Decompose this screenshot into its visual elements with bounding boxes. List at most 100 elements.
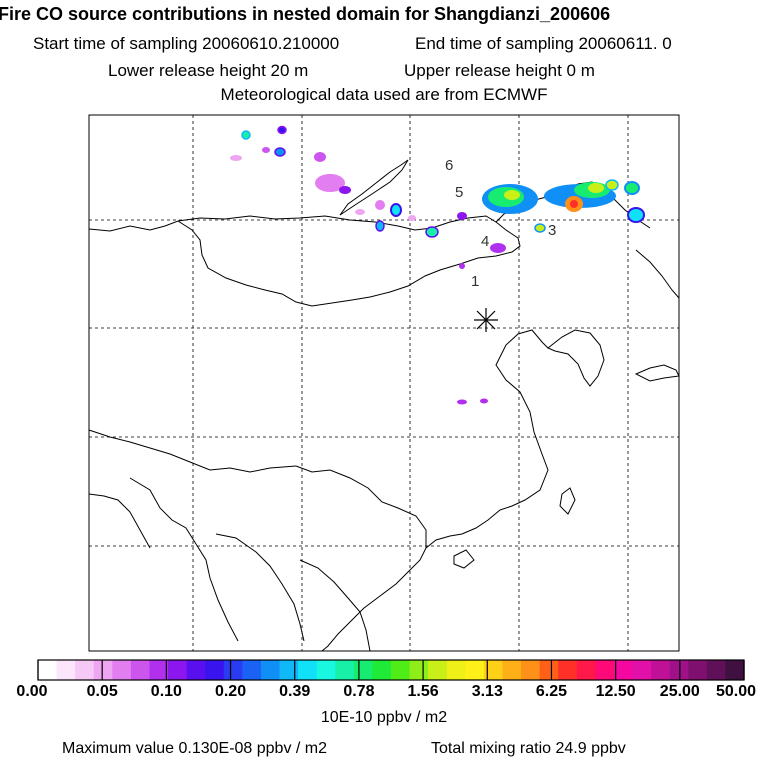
- south-china-coast: [425, 509, 501, 549]
- plume-northwest: [277, 125, 287, 135]
- region-label-1: 1: [471, 273, 479, 290]
- colorbar-cell: [391, 660, 411, 680]
- colorbar-cell: [223, 660, 243, 680]
- region-label-3: 3: [548, 222, 556, 239]
- bay-of-bengal: [88, 493, 151, 549]
- plume-northwest: [241, 130, 251, 140]
- plume-central: [425, 226, 439, 238]
- china-east-coast: [495, 344, 549, 511]
- colorbar-tick-label: 50.00: [715, 683, 757, 700]
- plume-central: [459, 263, 465, 269]
- lower-release-height: Lower release height 20 m: [108, 61, 309, 80]
- colorbar-cell: [409, 660, 429, 680]
- region-label-5: 5: [455, 184, 463, 201]
- fire-plumes: [230, 125, 645, 405]
- plume-northwest: [262, 147, 270, 153]
- vietnam-coast: [321, 547, 427, 652]
- plume-west: [390, 203, 402, 217]
- plume-east: [588, 183, 604, 193]
- colorbar-tick-label: 0.20: [214, 683, 247, 700]
- colorbar-unit: 10E-10 ppbv / m2: [320, 709, 448, 726]
- colorbar-cell: [298, 660, 318, 680]
- bangladesh-myanmar: [129, 477, 239, 642]
- plume-central: [490, 243, 506, 253]
- total-mixing-ratio: Total mixing ratio 24.9 ppbv: [431, 740, 626, 757]
- plume-central: [408, 215, 416, 221]
- mongolia-russia-border: [177, 215, 497, 231]
- colorbar-cell: [632, 660, 652, 680]
- colorbar-cell: [725, 660, 745, 680]
- colorbar-cells: [38, 660, 745, 680]
- plume-central: [457, 212, 467, 220]
- colorbar-cell: [56, 660, 76, 680]
- colorbar-cell: [521, 660, 541, 680]
- plume-east: [624, 181, 640, 195]
- colorbar-tick-label: 0.39: [279, 683, 311, 700]
- coastlines-borders: [88, 159, 680, 652]
- plume-east: [627, 207, 645, 223]
- south-china-border: [295, 465, 427, 548]
- plume-northwest: [274, 147, 286, 157]
- colorbar-cell: [149, 660, 169, 680]
- bohai-coast: [505, 329, 549, 349]
- colorbar-cell: [539, 660, 559, 680]
- plume-west: [355, 209, 365, 215]
- region-label-4: 4: [481, 233, 489, 250]
- colorbar-cell: [651, 660, 671, 680]
- hainan: [453, 549, 475, 569]
- colorbar-cell: [335, 660, 355, 680]
- colorbar-cell: [353, 660, 374, 680]
- myanmar-inland: [215, 533, 305, 642]
- colorbar-tick-label: 3.13: [471, 683, 503, 700]
- map-title: Fire CO source contributions in nested d…: [0, 4, 611, 24]
- colorbar-cell: [465, 660, 485, 680]
- plume-northwest: [314, 152, 326, 162]
- colorbar-cell: [168, 660, 188, 680]
- colorbar-cell: [428, 660, 448, 680]
- colorbar-cell: [93, 660, 113, 680]
- receptor-marker: [474, 308, 498, 332]
- plume-east: [605, 179, 619, 191]
- plume-south: [480, 398, 488, 404]
- region-label-6: 6: [445, 157, 453, 174]
- colorbar-cell: [576, 660, 596, 680]
- plume-south: [457, 399, 467, 405]
- plume-west: [375, 200, 385, 210]
- plume-west: [315, 174, 345, 192]
- plume-northwest: [230, 155, 242, 161]
- max-value: Maximum value 0.130E-08 ppbv / m2: [62, 740, 328, 757]
- colorbar-cell: [372, 660, 392, 680]
- colorbar-cell: [38, 660, 58, 680]
- japan-kyushu: [634, 364, 680, 382]
- colorbar-tick-label: 6.25: [535, 683, 568, 700]
- plume-east: [504, 190, 520, 200]
- colorbar-cell: [316, 660, 336, 680]
- colorbar-cell: [706, 660, 727, 680]
- colorbar-tick-label: 0.78: [343, 683, 375, 700]
- colorbar-tick-label: 0.05: [86, 683, 118, 700]
- colorbar-cell: [242, 660, 262, 680]
- colorbar-cell: [613, 660, 634, 680]
- plume-west: [375, 220, 385, 232]
- plume-west: [339, 186, 351, 194]
- plume-east: [534, 223, 546, 233]
- taiwan: [559, 487, 576, 515]
- colorbar-tick-label: 0.10: [150, 683, 182, 700]
- korea-coast: [547, 329, 605, 387]
- colorbar-tick-label: 25.00: [659, 683, 700, 700]
- start-sampling-time: Start time of sampling 20060610.210000: [33, 34, 340, 53]
- colorbar-cell: [595, 660, 615, 680]
- colorbar-tick-label: 12.50: [595, 683, 636, 700]
- colorbar-cell: [130, 660, 151, 680]
- plume-east: [570, 200, 578, 208]
- colorbar-ticks: [37, 660, 745, 680]
- colorbar-cell: [688, 660, 708, 680]
- colorbar-cell: [279, 660, 299, 680]
- colorbar-tick-label: 0.00: [16, 683, 48, 700]
- colorbar-tick-label: 1.56: [407, 683, 439, 700]
- region-labels: 1 3 4 5 6: [445, 157, 556, 290]
- thailand-border: [299, 559, 371, 652]
- colorbar-cell: [205, 660, 225, 680]
- colorbar-cell: [446, 660, 466, 680]
